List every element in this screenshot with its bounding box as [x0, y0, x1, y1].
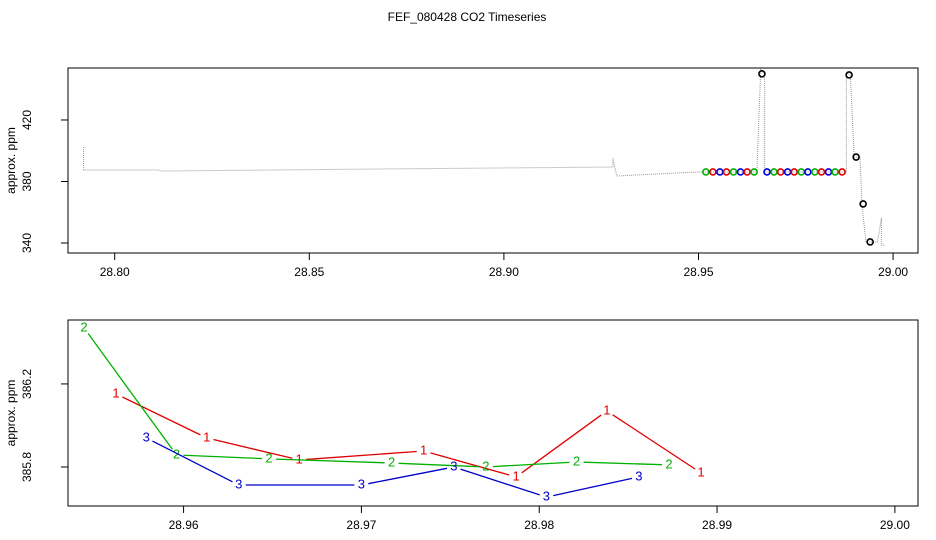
- data-point: [763, 168, 771, 176]
- data-point: [736, 168, 745, 176]
- chart-title: FEF_080428 CO2 Timeseries: [388, 10, 547, 24]
- point-label: 3: [450, 458, 457, 473]
- series-segment: [460, 468, 540, 496]
- y-axis-title: approx. ppm: [4, 127, 18, 194]
- data-point: [831, 168, 839, 176]
- data-point: [804, 168, 812, 176]
- plot-area: [83, 68, 886, 246]
- data-point: [722, 168, 731, 176]
- x-tick-label: 28.90: [489, 265, 519, 279]
- data-point: [702, 168, 710, 176]
- point-label: 3: [543, 489, 550, 504]
- series-segment: [492, 461, 570, 468]
- point-label: 3: [358, 476, 365, 491]
- series-segment: [612, 414, 696, 470]
- plot-frame: [67, 319, 919, 507]
- point-label: 1: [296, 451, 303, 466]
- series-segment: [521, 414, 602, 474]
- data-point: [852, 153, 860, 161]
- plot-frame: [67, 67, 919, 254]
- point-label: 1: [603, 402, 610, 417]
- point-label: 3: [635, 468, 642, 483]
- y-tick-label: 386.2: [20, 369, 34, 399]
- x-tick-label: 28.95: [683, 265, 713, 279]
- data-point: [797, 168, 806, 176]
- data-point: [709, 168, 717, 176]
- series-segment: [152, 440, 233, 483]
- data-point: [859, 200, 867, 208]
- point-label: 3: [235, 476, 242, 491]
- data-point: [838, 168, 846, 176]
- point-label: 2: [80, 319, 87, 334]
- x-tick-label: 28.96: [169, 518, 199, 532]
- data-point: [790, 168, 799, 176]
- y-tick-label: 420: [20, 110, 34, 130]
- data-point: [866, 238, 874, 246]
- point-label: 3: [143, 429, 150, 444]
- x-tick-label: 28.97: [346, 518, 376, 532]
- series-segment: [430, 452, 510, 476]
- data-point: [758, 70, 766, 78]
- point-label: 2: [265, 450, 272, 465]
- y-tick-label: 340: [20, 233, 34, 253]
- series-segment: [306, 450, 417, 461]
- point-label: 2: [665, 456, 672, 471]
- data-point: [811, 168, 819, 176]
- series-segment: [87, 333, 173, 450]
- y-axis-title: approx. ppm: [4, 380, 18, 447]
- data-point: [776, 168, 785, 176]
- data-point: [817, 168, 826, 176]
- point-label: 1: [203, 429, 210, 444]
- data-point: [750, 168, 758, 176]
- y-tick-label: 380: [20, 171, 34, 191]
- point-label: 1: [112, 385, 119, 400]
- series-segment: [553, 477, 633, 497]
- data-point: [729, 168, 738, 176]
- series-segment: [122, 396, 201, 436]
- x-tick-label: 28.85: [294, 265, 324, 279]
- point-label: 2: [573, 453, 580, 468]
- series-segment: [583, 461, 663, 466]
- plot-area: 11111112222222333333: [80, 319, 704, 504]
- point-label: 2: [388, 454, 395, 469]
- series-segment: [275, 458, 385, 464]
- x-tick-label: 29.00: [880, 518, 910, 532]
- x-tick-label: 29.00: [878, 265, 908, 279]
- series-segment: [183, 454, 262, 460]
- data-point: [743, 168, 751, 176]
- x-tick-label: 28.99: [702, 518, 732, 532]
- point-label: 1: [697, 464, 704, 479]
- series-segment: [368, 467, 448, 485]
- y-tick-label: 385.8: [20, 452, 34, 482]
- data-point: [845, 71, 853, 79]
- point-label: 1: [420, 442, 427, 457]
- point-label: 1: [512, 468, 519, 483]
- trace-line: [83, 68, 886, 246]
- x-tick-label: 28.98: [524, 518, 554, 532]
- series-segment: [213, 438, 293, 459]
- series-segment: [398, 462, 479, 468]
- x-tick-label: 28.80: [100, 265, 130, 279]
- point-label: 2: [482, 458, 489, 473]
